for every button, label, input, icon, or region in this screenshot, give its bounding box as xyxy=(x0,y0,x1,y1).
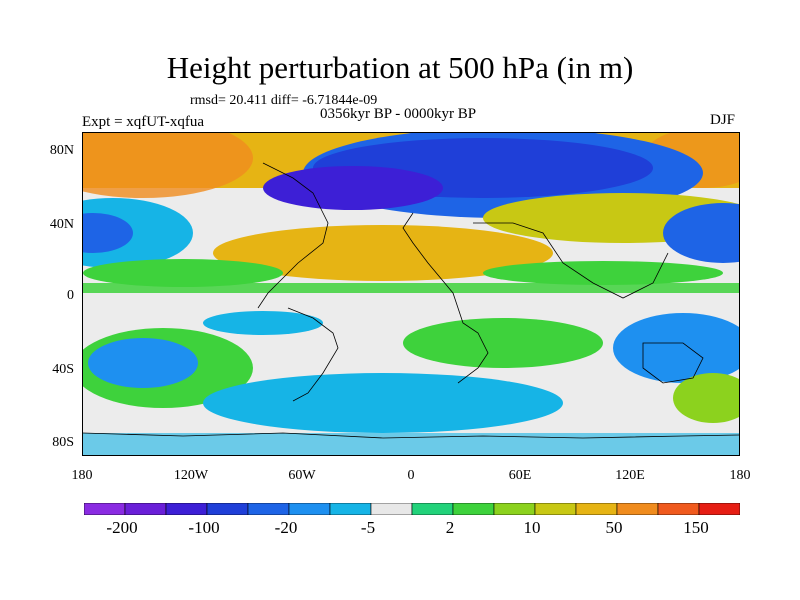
pacific-arctic-high xyxy=(83,133,253,198)
colorbar-swatch xyxy=(452,503,495,515)
lat-tick-80S: 80S xyxy=(52,435,74,450)
season-label: DJF xyxy=(710,112,736,128)
atlantic-low-core xyxy=(263,166,443,210)
southern-green xyxy=(673,373,739,423)
colorbar-swatch xyxy=(84,503,126,515)
eurasia-coast xyxy=(473,222,669,299)
south-pacific-band xyxy=(203,311,323,335)
pacific-mid-low-core xyxy=(83,213,133,253)
colorbar-swatch xyxy=(698,503,740,515)
colorbar xyxy=(84,503,740,515)
colorbar-swatch xyxy=(411,503,454,515)
colorbar-label: 50 xyxy=(605,518,623,537)
colorbar-swatch xyxy=(493,503,536,515)
lat-tick-80N: 80N xyxy=(49,143,74,158)
asia-green xyxy=(483,261,723,285)
map-panel xyxy=(82,132,740,456)
south-atlantic-low xyxy=(203,373,563,433)
colorbar-label: 150 xyxy=(683,518,709,537)
colorbar-swatch xyxy=(165,503,208,515)
lat-tick-40S: 40S xyxy=(52,362,74,377)
coastlines xyxy=(83,162,739,439)
lon-tick-180-west: 180 xyxy=(71,468,93,483)
lat-tick-40N: 40N xyxy=(49,217,74,232)
antarctic-band xyxy=(83,433,739,455)
colorbar-swatch xyxy=(247,503,290,515)
colorbar-label: 10 xyxy=(523,518,541,537)
south-atlantic-green xyxy=(403,318,603,368)
australia-low xyxy=(613,313,739,383)
colorbar-swatch xyxy=(534,503,577,515)
colorbar-label: -100 xyxy=(188,518,220,537)
map-title: Height perturbation at 500 hPa (in m) xyxy=(166,50,634,85)
colorbar-swatch xyxy=(124,503,167,515)
colorbar-swatch xyxy=(575,503,618,515)
colorbar-swatch xyxy=(370,503,413,515)
west-pacific-low xyxy=(663,203,739,263)
colorbar-swatch xyxy=(329,503,372,515)
lat-tick-0: 0 xyxy=(67,288,74,303)
north-america-coast xyxy=(257,162,329,309)
colorbar-label: 2 xyxy=(445,518,455,537)
experiment-label: Expt = xqfUT-xqfua xyxy=(82,114,205,130)
colorbar-label: -200 xyxy=(106,518,138,537)
stats-text: rmsd= 20.411 diff= -6.71844e-09 xyxy=(190,93,378,108)
atlantic-high-band xyxy=(213,225,553,281)
south-america-coast xyxy=(287,307,339,402)
lon-tick-60E: 60E xyxy=(508,468,532,483)
colorbar-swatch xyxy=(616,503,659,515)
north-pacific-green xyxy=(83,259,283,287)
lon-tick-60W: 60W xyxy=(288,468,316,483)
contour-field xyxy=(83,133,739,455)
colorbar-swatch xyxy=(206,503,249,515)
antarctica-coast xyxy=(83,432,739,439)
subtropical-band xyxy=(83,283,739,293)
south-pacific-low xyxy=(88,338,198,388)
colorbar-swatch xyxy=(657,503,700,515)
lon-tick-120E: 120E xyxy=(615,468,645,483)
africa-coast xyxy=(402,212,489,384)
colorbar-swatch xyxy=(288,503,331,515)
australia-coast xyxy=(642,342,704,384)
colorbar-label: -20 xyxy=(274,518,298,537)
lon-tick-0: 0 xyxy=(407,468,415,483)
colorbar-label: -5 xyxy=(360,518,376,537)
lon-tick-180-east: 180 xyxy=(729,468,751,483)
period-text: 0356kyr BP - 0000kyr BP xyxy=(320,106,477,122)
lon-tick-120W: 120W xyxy=(173,468,209,483)
